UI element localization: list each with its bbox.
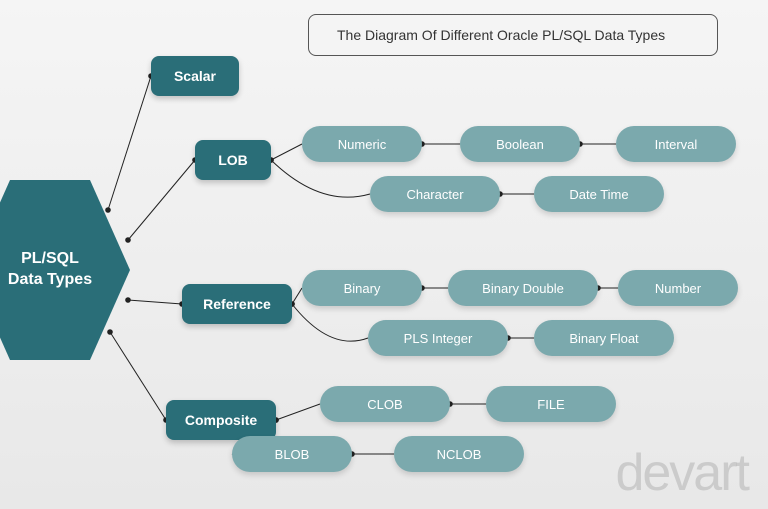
- pill-label: Number: [655, 281, 701, 296]
- pill-label: BLOB: [275, 447, 310, 462]
- pill-interval: Interval: [616, 126, 736, 162]
- pill-file: FILE: [486, 386, 616, 422]
- root-label: PL/SQLData Types: [8, 249, 92, 291]
- pill-label: Binary: [344, 281, 381, 296]
- pill-number: Number: [618, 270, 738, 306]
- pill-label: Binary Double: [482, 281, 564, 296]
- pill-numeric: Numeric: [302, 126, 422, 162]
- pill-label: Character: [406, 187, 463, 202]
- category-label: LOB: [218, 152, 248, 168]
- pill-blob: BLOB: [232, 436, 352, 472]
- category-reference: Reference: [182, 284, 292, 324]
- category-lob: LOB: [195, 140, 271, 180]
- root-hexagon: PL/SQLData Types: [0, 180, 130, 360]
- pill-label: Numeric: [338, 137, 386, 152]
- pill-label: Interval: [655, 137, 698, 152]
- pill-label: Boolean: [496, 137, 544, 152]
- pill-label: CLOB: [367, 397, 402, 412]
- category-composite: Composite: [166, 400, 276, 440]
- pill-binary-float: Binary Float: [534, 320, 674, 356]
- pill-pls-integer: PLS Integer: [368, 320, 508, 356]
- pill-character: Character: [370, 176, 500, 212]
- pill-label: Binary Float: [569, 331, 638, 346]
- pill-label: PLS Integer: [404, 331, 473, 346]
- pill-clob: CLOB: [320, 386, 450, 422]
- watermark-text: devart: [615, 443, 748, 503]
- category-label: Composite: [185, 412, 257, 428]
- category-scalar: Scalar: [151, 56, 239, 96]
- pill-date-time: Date Time: [534, 176, 664, 212]
- pill-label: NCLOB: [437, 447, 482, 462]
- pill-label: Date Time: [569, 187, 628, 202]
- pill-nclob: NCLOB: [394, 436, 524, 472]
- category-label: Reference: [203, 296, 271, 312]
- pill-label: FILE: [537, 397, 564, 412]
- diagram-title: The Diagram Of Different Oracle PL/SQL D…: [337, 27, 665, 43]
- pill-boolean: Boolean: [460, 126, 580, 162]
- diagram-title-box: The Diagram Of Different Oracle PL/SQL D…: [308, 14, 718, 56]
- pill-binary: Binary: [302, 270, 422, 306]
- pill-binary-double: Binary Double: [448, 270, 598, 306]
- category-label: Scalar: [174, 68, 216, 84]
